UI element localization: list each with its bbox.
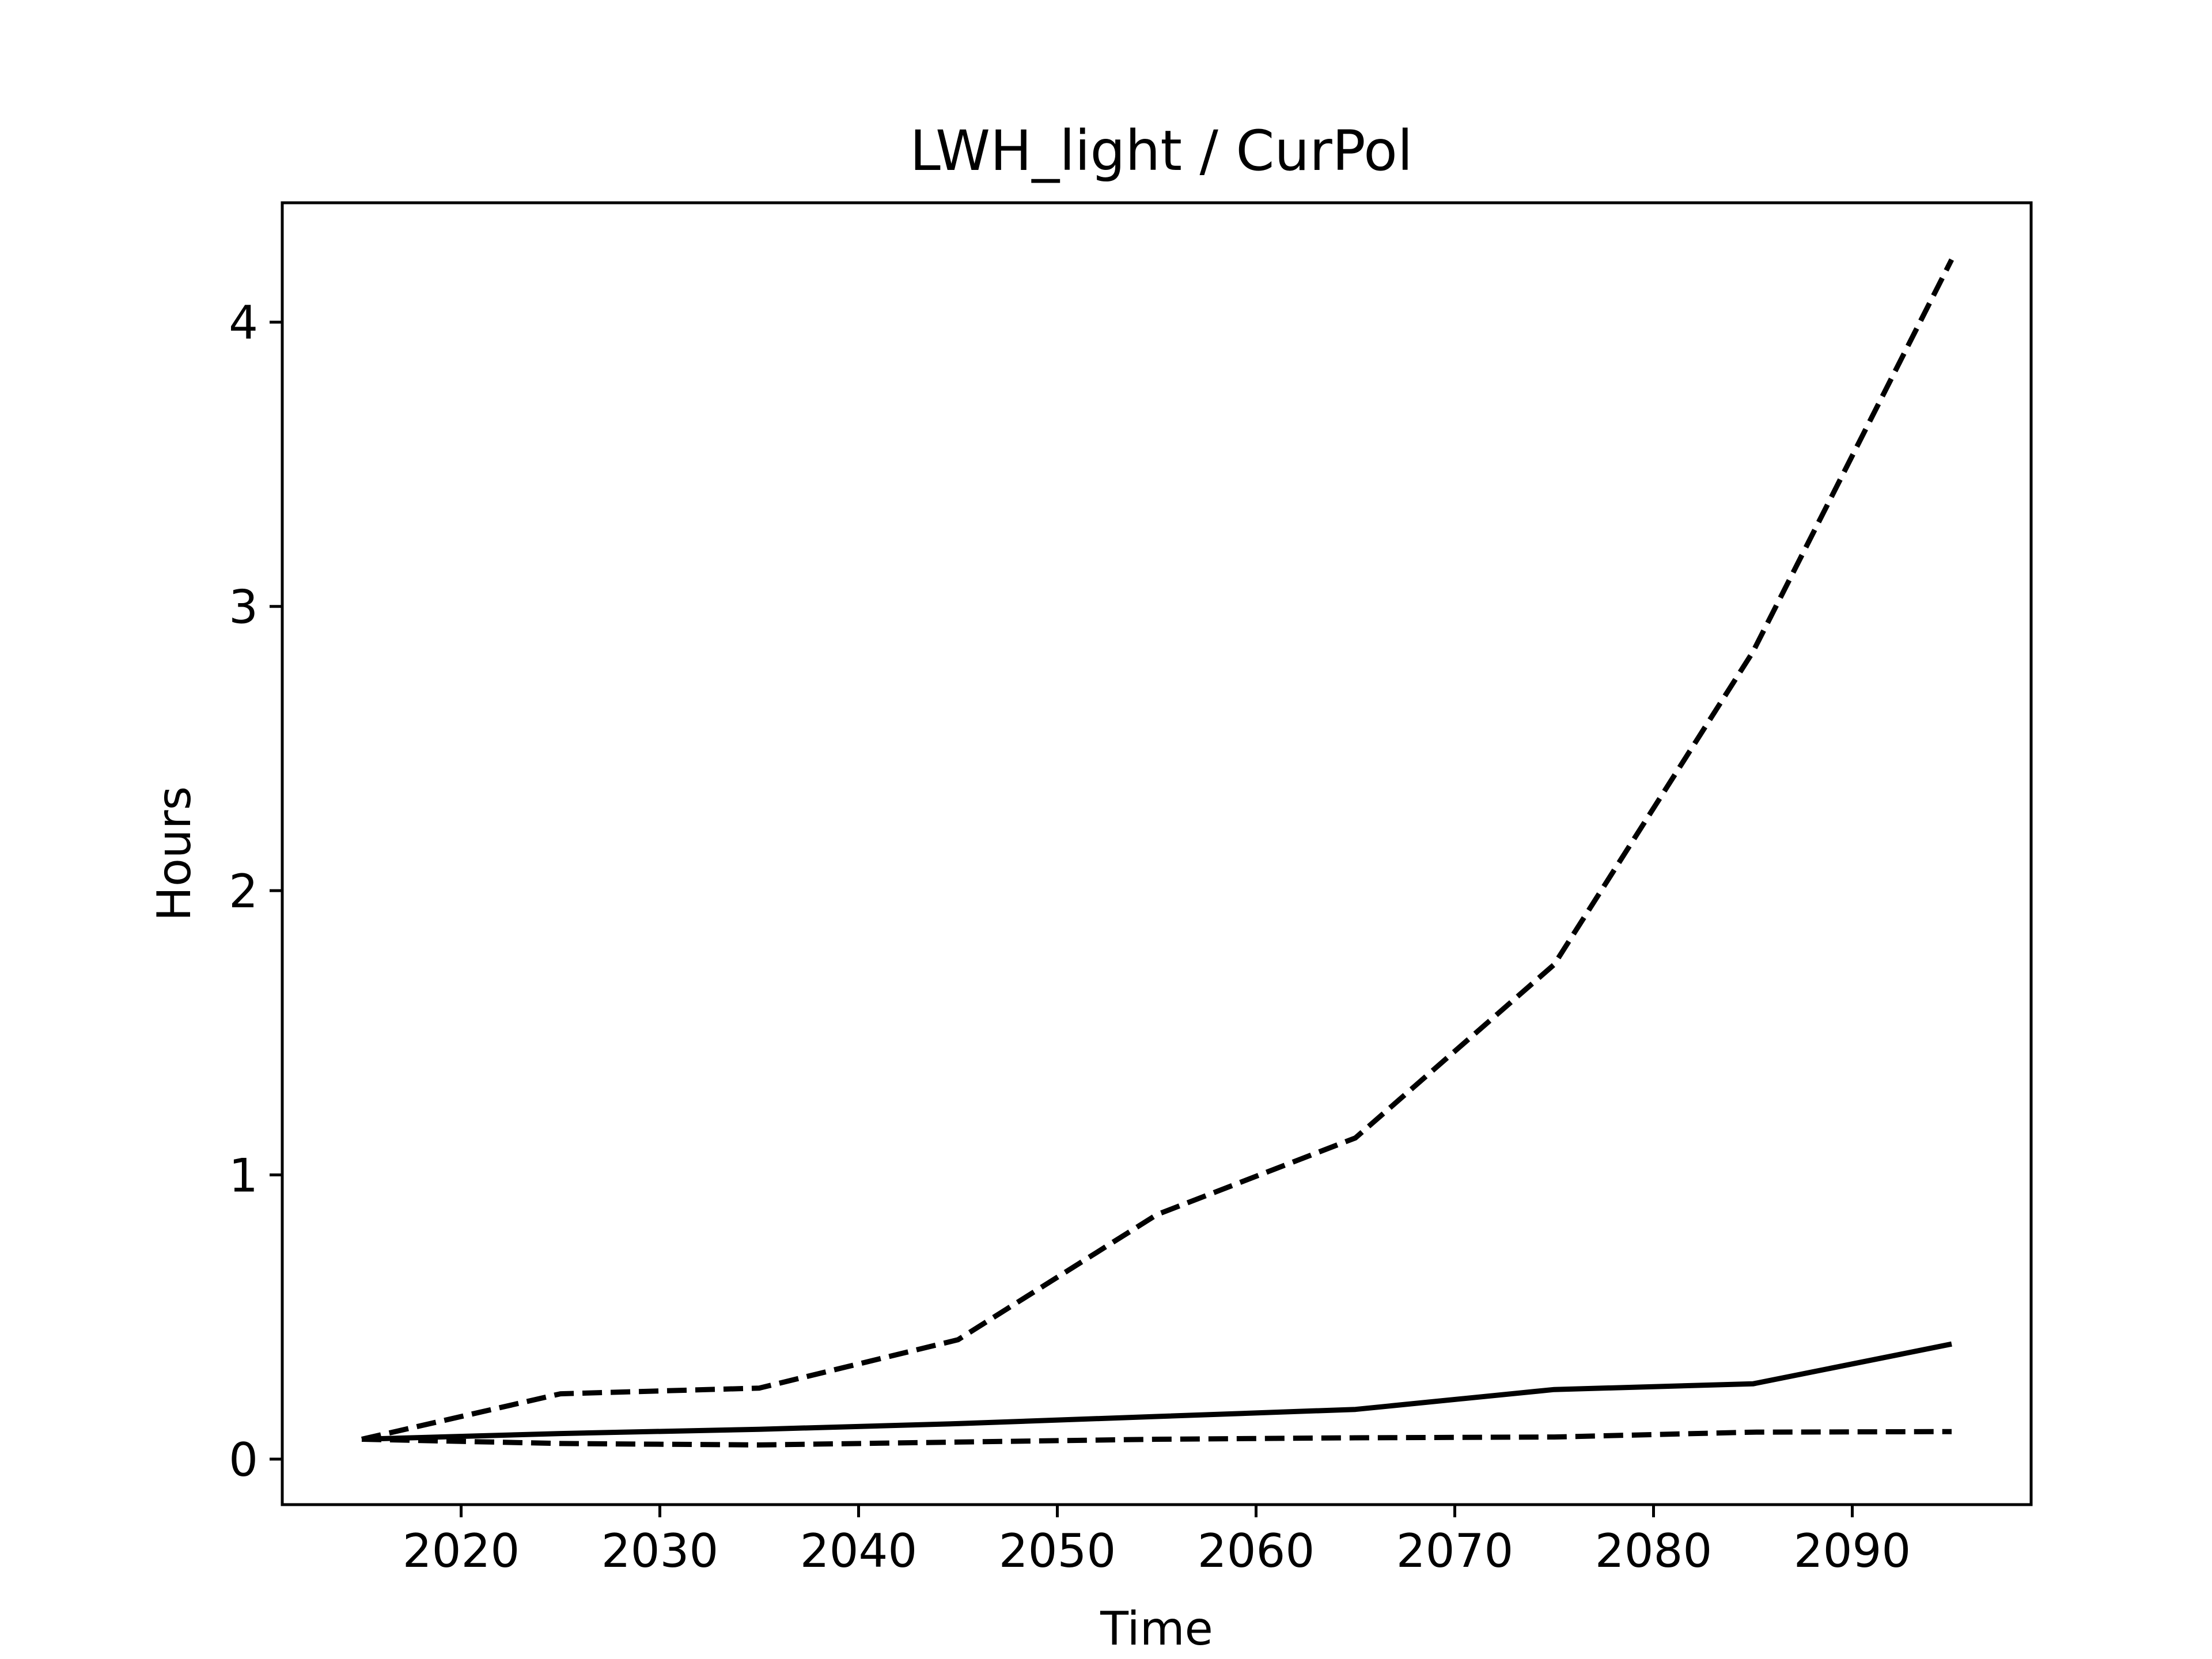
series-line-1 xyxy=(361,258,1955,1442)
series-layer xyxy=(361,258,1955,1448)
y-tick-label: 3 xyxy=(229,581,258,634)
plot-frame xyxy=(281,201,2033,1506)
chart-title: LWH_light / CurPol xyxy=(910,119,1412,183)
x-tick-label: 2030 xyxy=(601,1524,719,1578)
tick-layer: 2020 2030 2040 2050 2060 2070 2080 2090 0 1 2 3 4 xyxy=(229,296,1911,1578)
x-tick-label: 2090 xyxy=(1794,1524,1911,1578)
x-tick-label: 2080 xyxy=(1595,1524,1713,1578)
y-tick-label: 0 xyxy=(229,1433,258,1487)
x-tick-label: 2050 xyxy=(999,1524,1116,1578)
y-tick-label: 2 xyxy=(229,865,258,918)
x-tick-label: 2040 xyxy=(800,1524,918,1578)
series-line-2 xyxy=(361,1341,1952,1442)
x-axis-label: Time xyxy=(1100,1602,1213,1656)
x-tick-label: 2070 xyxy=(1396,1524,1514,1578)
x-tick-label: 2020 xyxy=(403,1524,520,1578)
y-tick-label: 4 xyxy=(229,296,258,350)
x-tick-label: 2060 xyxy=(1198,1524,1315,1578)
y-tick-label: 1 xyxy=(229,1149,258,1203)
y-axis-label: Hours xyxy=(147,786,201,921)
series-line-3 xyxy=(361,1429,1952,1448)
